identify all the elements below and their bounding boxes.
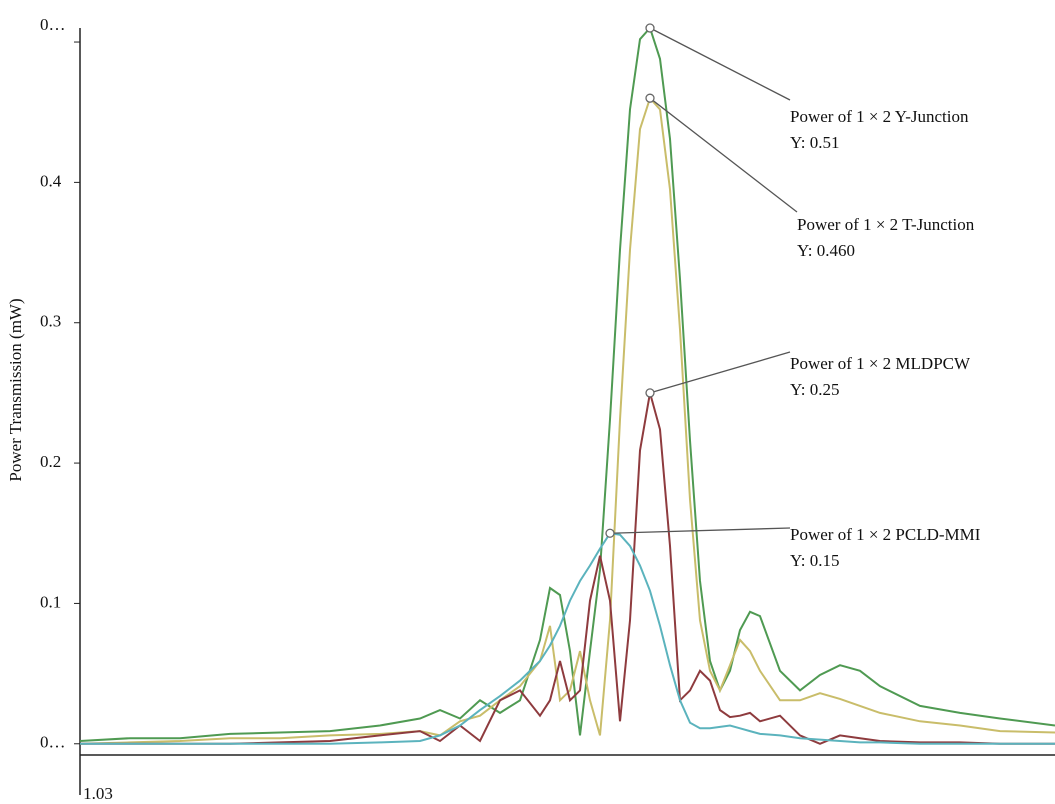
peak-marker bbox=[645, 388, 655, 398]
peak-marker bbox=[645, 93, 655, 103]
annotation-name: Power of 1 × 2 Y-Junction bbox=[790, 107, 969, 126]
peak-marker bbox=[645, 23, 655, 33]
annotation-leader bbox=[649, 97, 798, 213]
peak-marker bbox=[605, 528, 615, 538]
value-label: Y: 0.51 bbox=[790, 133, 839, 152]
y-tick-label: 0… bbox=[40, 15, 66, 34]
y-axis-label: Power Transmission (mW) bbox=[6, 298, 25, 481]
series-line bbox=[80, 532, 1055, 745]
annotation-name: Power of 1 × 2 T-Junction bbox=[797, 215, 975, 234]
y-tick-label: 0.4 bbox=[40, 171, 62, 190]
series-line bbox=[79, 26, 1055, 742]
y-tick-label: 0.3 bbox=[40, 312, 61, 331]
value-label: Y: 0.15 bbox=[790, 551, 839, 570]
annotation-name: Power of 1 × 2 PCLD-MMI bbox=[790, 525, 981, 544]
value-label: Y: 0.460 bbox=[797, 241, 855, 260]
series-line bbox=[79, 96, 1055, 745]
annotation-leader bbox=[609, 527, 791, 534]
y-tick-label: 0.1 bbox=[40, 592, 61, 611]
annotation-leader bbox=[649, 27, 791, 101]
series-line bbox=[80, 392, 1055, 745]
x-tick-label: 1.03 bbox=[83, 784, 113, 803]
annotation-name: Power of 1 × 2 MLDPCW bbox=[790, 354, 971, 373]
y-tick-label: 0.2 bbox=[40, 452, 61, 471]
y-tick-label: 0… bbox=[40, 733, 66, 752]
value-label: Y: 0.25 bbox=[790, 380, 839, 399]
annotation-leader bbox=[649, 351, 791, 394]
